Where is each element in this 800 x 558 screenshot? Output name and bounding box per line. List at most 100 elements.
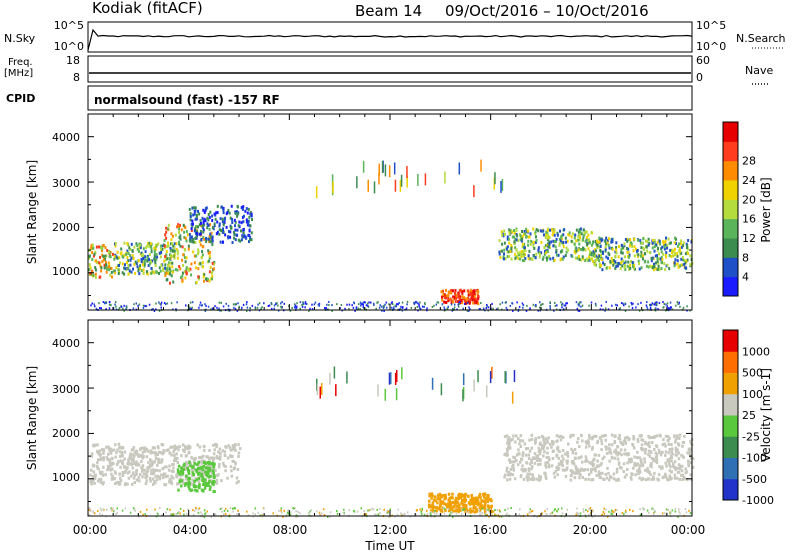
power-cell xyxy=(203,273,206,277)
velocity-cell xyxy=(120,461,124,465)
velocity-cell xyxy=(236,467,240,471)
velocity-cell xyxy=(600,448,603,452)
velocity-cell xyxy=(459,496,463,500)
power-cell xyxy=(149,259,152,263)
power-cell xyxy=(640,254,643,258)
power-cell xyxy=(170,302,173,305)
velocity-cell xyxy=(440,495,443,499)
power-cell xyxy=(226,211,229,215)
velocity-cell xyxy=(503,453,506,457)
velocity-cell xyxy=(229,465,233,469)
velocity-cell xyxy=(280,507,283,510)
velocity-cell xyxy=(187,508,189,511)
power-cell xyxy=(114,244,117,248)
velocity-cell xyxy=(531,473,534,477)
power-cell xyxy=(681,256,684,260)
velocity-cell xyxy=(181,472,185,476)
velocity-cell xyxy=(669,512,671,515)
velocity-cell xyxy=(168,464,171,468)
velocity-cell xyxy=(151,477,155,481)
power-cell xyxy=(222,240,225,244)
power-cell xyxy=(406,303,408,306)
velocity-cell xyxy=(506,441,510,445)
velocity-cell xyxy=(121,454,124,458)
power-cell xyxy=(268,304,271,307)
velocity-cell xyxy=(530,465,534,469)
power-cell xyxy=(212,267,215,271)
velocity-cell xyxy=(202,480,206,484)
velocity-cell xyxy=(168,480,171,484)
power-cell xyxy=(126,242,129,246)
velocity-cell xyxy=(477,370,479,383)
velocity-cell xyxy=(543,441,547,445)
power-cell xyxy=(167,271,170,275)
power-cell xyxy=(568,233,571,237)
velocity-cell xyxy=(221,507,223,510)
power-cell xyxy=(501,233,504,237)
power-cell xyxy=(664,253,667,257)
power-cell xyxy=(234,224,237,228)
velocity-cell xyxy=(481,511,483,514)
velocity-cell xyxy=(537,446,541,450)
velocity-cell xyxy=(521,469,525,473)
power-cell xyxy=(455,294,458,298)
velocity-cell xyxy=(473,379,475,392)
power-cell xyxy=(524,249,527,253)
velocity-cell xyxy=(456,509,459,513)
power-cell xyxy=(176,249,179,253)
velocity-y-axis-label: Slant Range [km] xyxy=(25,366,39,470)
power-cell xyxy=(165,253,168,257)
power-cell xyxy=(166,227,169,231)
power-cell xyxy=(621,264,624,268)
power-cell xyxy=(168,257,171,261)
power-cell xyxy=(208,239,211,243)
velocity-cell xyxy=(217,465,221,469)
velocity-cell xyxy=(657,478,660,482)
power-cell xyxy=(660,255,663,259)
power-cell xyxy=(95,245,98,249)
velocity-cell xyxy=(688,449,692,453)
power-cell xyxy=(380,305,383,308)
velocity-cell xyxy=(206,460,210,464)
power-cell xyxy=(92,246,95,250)
velocity-cell xyxy=(527,453,531,457)
velocity-cell xyxy=(188,451,191,455)
velocity-cell xyxy=(140,459,143,463)
power-y-tick-4000: 4000 xyxy=(52,131,80,144)
power-cell xyxy=(602,261,605,265)
power-cell xyxy=(124,267,127,271)
velocity-cell xyxy=(549,512,552,515)
velocity-cell xyxy=(578,456,581,460)
velocity-cell xyxy=(646,509,649,512)
power-cell xyxy=(562,240,565,244)
power-cell xyxy=(154,261,157,265)
velocity-cell xyxy=(187,485,190,489)
power-cell xyxy=(682,244,685,248)
power-cell xyxy=(544,236,547,240)
velocity-cell xyxy=(652,475,655,479)
velocity-cell xyxy=(551,456,555,460)
power-cell xyxy=(214,305,216,308)
velocity-cell xyxy=(132,446,136,450)
velocity-cell xyxy=(118,482,121,486)
velocity-cell xyxy=(237,480,240,484)
velocity-cell xyxy=(650,456,654,460)
velocity-cell xyxy=(440,513,442,516)
power-cell xyxy=(401,309,404,312)
velocity-cell xyxy=(483,495,486,499)
velocity-cell xyxy=(219,507,222,510)
power-cell xyxy=(419,308,422,311)
power-cell xyxy=(373,181,376,194)
power-cell xyxy=(564,254,567,258)
power-cell xyxy=(145,270,148,274)
velocity-cell xyxy=(588,461,592,465)
power-cell xyxy=(304,301,307,304)
velocity-cell xyxy=(220,479,223,483)
power-cell xyxy=(254,306,257,309)
power-cell xyxy=(344,307,346,310)
power-cell xyxy=(600,304,603,307)
velocity-cell xyxy=(615,467,619,471)
velocity-colorbar-swatch xyxy=(723,330,738,352)
power-cell xyxy=(187,244,190,248)
power-cell xyxy=(112,269,115,273)
